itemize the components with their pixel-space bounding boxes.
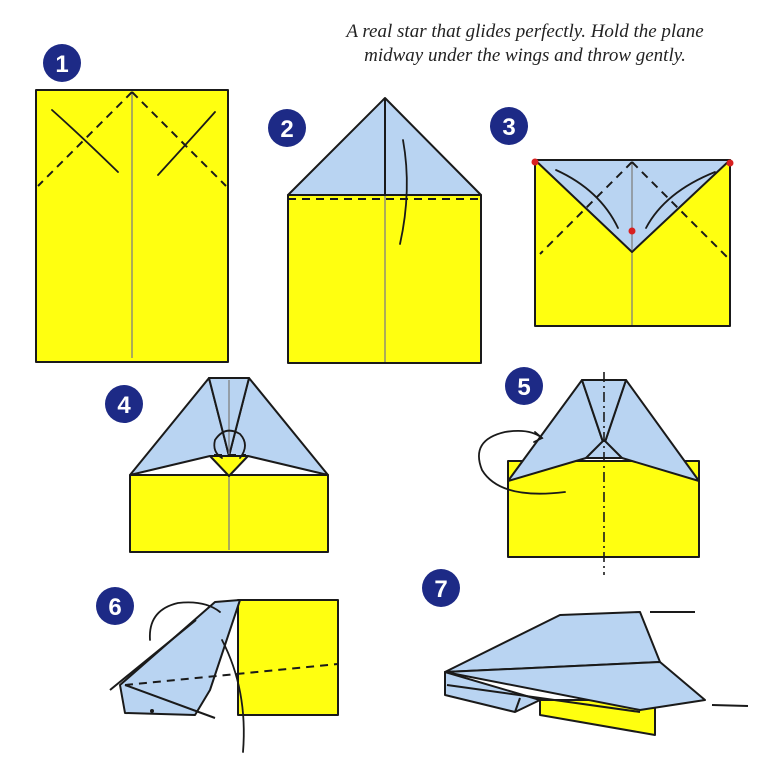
keel-line bbox=[446, 684, 641, 713]
corner-marker-right bbox=[726, 159, 734, 167]
fold-under-arrow bbox=[478, 429, 566, 495]
step-4-diagram bbox=[129, 377, 329, 553]
step-number: 4 bbox=[117, 392, 131, 419]
fold-arrow bbox=[213, 429, 246, 459]
step-number: 3 bbox=[502, 114, 515, 141]
step-number: 2 bbox=[280, 116, 293, 143]
fold-arrow-curl bbox=[149, 601, 221, 641]
step-number: 5 bbox=[517, 374, 530, 401]
step-7-diagram bbox=[444, 611, 749, 736]
caption-line-1: A real star that glides perfectly. Hold … bbox=[346, 21, 704, 42]
fold-arrow-left bbox=[51, 109, 119, 173]
motion-line-bottom bbox=[711, 704, 749, 707]
wing-panel bbox=[237, 599, 339, 716]
caption-line-2: midway under the wings and throw gently. bbox=[364, 45, 686, 66]
lower-wing-folded bbox=[444, 661, 706, 711]
step-2-diagram bbox=[287, 97, 482, 364]
fold-line-right bbox=[631, 161, 729, 259]
step-badge-3: 3 bbox=[490, 107, 528, 145]
center-marker bbox=[628, 227, 636, 235]
instructions-caption: A real star that glides perfectly. Hold … bbox=[300, 20, 750, 68]
step-badge-5: 5 bbox=[505, 367, 543, 405]
keel-edge bbox=[124, 684, 216, 719]
step-number: 7 bbox=[434, 576, 447, 603]
step-badge-4: 4 bbox=[105, 385, 143, 423]
fin-edge bbox=[514, 697, 521, 713]
fold-arrow-left bbox=[555, 169, 619, 229]
step-badge-7: 7 bbox=[422, 569, 460, 607]
fold-line bbox=[124, 663, 339, 686]
fold-under-arrowhead bbox=[533, 431, 544, 443]
step-3-diagram bbox=[531, 158, 734, 327]
step-number: 6 bbox=[108, 594, 121, 621]
fold-arrow-down bbox=[221, 639, 245, 753]
fold-dot bbox=[150, 709, 154, 713]
folded-fuselage bbox=[119, 599, 241, 716]
fold-arrow-right bbox=[157, 111, 216, 176]
step-badge-2: 2 bbox=[268, 109, 306, 147]
fold-arrow-right bbox=[645, 171, 716, 229]
fuselage-edge bbox=[109, 619, 197, 691]
step-6-diagram bbox=[109, 599, 339, 753]
fold-line-left bbox=[539, 161, 633, 255]
step-badge-6: 6 bbox=[96, 587, 134, 625]
step-badge-1: 1 bbox=[43, 44, 81, 82]
step-1-diagram bbox=[35, 89, 229, 363]
step-5-diagram bbox=[478, 372, 700, 575]
corner-marker-left bbox=[531, 158, 539, 166]
step-number: 1 bbox=[55, 51, 68, 78]
tip-triangle bbox=[209, 455, 249, 477]
fold-arrow bbox=[399, 139, 408, 245]
